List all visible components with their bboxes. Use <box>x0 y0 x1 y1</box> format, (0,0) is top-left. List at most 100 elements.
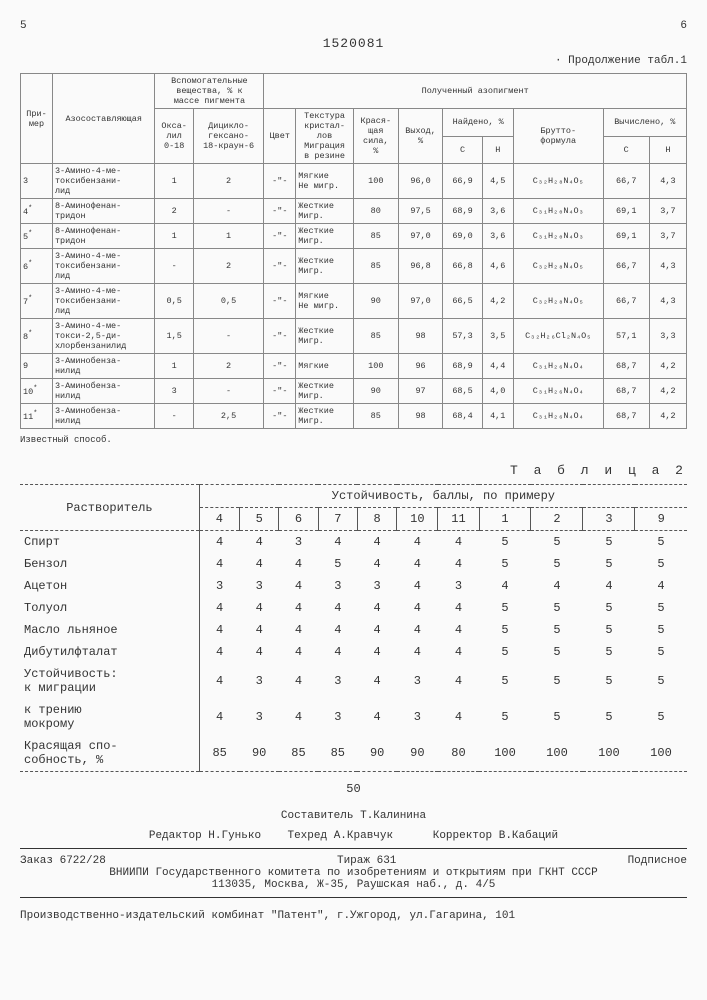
cell: 4 <box>240 597 279 619</box>
cell: 80 <box>438 735 479 772</box>
cell-ks: 100 <box>353 354 398 379</box>
cell-ch: 3,7 <box>649 199 686 224</box>
table-row: 11*3-Аминобенза-нилид-2,5-"-ЖесткиеМигр.… <box>21 404 687 429</box>
table-row: Дибутилфталат44444445555 <box>20 641 687 663</box>
cell: 5 <box>479 699 531 735</box>
cell: 4 <box>438 531 479 554</box>
editor: Редактор Н.Гунько <box>149 830 261 842</box>
cell: 4 <box>199 553 239 575</box>
cell-cc: 66,7 <box>603 284 649 319</box>
cell: 5 <box>583 531 635 554</box>
cell: 4 <box>531 575 583 597</box>
table-row: Бензол44454445555 <box>20 553 687 575</box>
order-line: Заказ 6722/28 Тираж 631 Подписное <box>20 855 687 867</box>
t1-h-crown: Дицикло-гексано-18-краун-6 <box>193 109 263 164</box>
cell-bf: C₃₁H₂₆N₄O₄ <box>513 379 603 404</box>
row-label: Ацетон <box>20 575 199 597</box>
table-row: Красящая спо-собность, %8590858590908010… <box>20 735 687 772</box>
cell-col: -"- <box>264 354 296 379</box>
cell-col: -"- <box>264 379 296 404</box>
row-label: Красящая спо-собность, % <box>20 735 199 772</box>
t1-h-fh: H <box>482 136 513 164</box>
cell: 5 <box>531 699 583 735</box>
cell-cc: 57,1 <box>603 319 649 354</box>
cell-ch: 4,2 <box>649 354 686 379</box>
cell-y: 97,0 <box>398 224 443 249</box>
cell-azo: 3-Амино-4-ме-токсибензани-лид <box>52 284 155 319</box>
cell: 5 <box>635 699 687 735</box>
cell-n: 11* <box>21 404 53 429</box>
cell-azo: 8-Аминофенан-тридон <box>52 199 155 224</box>
cell: 4 <box>583 575 635 597</box>
table-row: 6*3-Амино-4-ме-токсибензани-лид-2-"-Жест… <box>21 249 687 284</box>
cell: 85 <box>199 735 239 772</box>
org-addr: 113035, Москва, Ж-35, Раушская наб., д. … <box>20 879 687 891</box>
cell: 4 <box>357 699 396 735</box>
cell: 3 <box>318 699 357 735</box>
cell-fh: 4,0 <box>482 379 513 404</box>
cell: 90 <box>357 735 396 772</box>
cell-y: 96 <box>398 354 443 379</box>
cell: 4 <box>357 641 396 663</box>
cell-cc: 68,7 <box>603 379 649 404</box>
cell-cc: 68,7 <box>603 354 649 379</box>
cell-azo: 8-Аминофенан-тридон <box>52 224 155 249</box>
cell-fh: 3,5 <box>482 319 513 354</box>
cell: 4 <box>397 597 438 619</box>
cell-b: 2,5 <box>193 404 263 429</box>
t2-col-4: 4 <box>199 508 239 531</box>
cell-ks: 100 <box>353 164 398 199</box>
cell-fh: 3,6 <box>482 224 513 249</box>
cell: 3 <box>318 663 357 699</box>
table-row: 10*3-Аминобенза-нилид3--"-ЖесткиеМигр.90… <box>21 379 687 404</box>
t2-col-10: 10 <box>397 508 438 531</box>
cell-col: -"- <box>264 199 296 224</box>
cell-tex: МягкиеНе мигр. <box>296 164 354 199</box>
row-label: Бензол <box>20 553 199 575</box>
cell: 4 <box>199 619 239 641</box>
cell-fh: 4,6 <box>482 249 513 284</box>
cell-fc: 57,3 <box>443 319 482 354</box>
table-row: к трениюмокрому43434345555 <box>20 699 687 735</box>
cell: 3 <box>240 663 279 699</box>
cell: 5 <box>635 553 687 575</box>
t1-h-primер: При-мер <box>21 74 53 164</box>
cell-ch: 4,2 <box>649 379 686 404</box>
credits-line2: Редактор Н.Гунько Техред А.Кравчук Корре… <box>20 830 687 842</box>
cell-fc: 66,5 <box>443 284 482 319</box>
cell: 5 <box>635 531 687 554</box>
table-row: Толуол44444445555 <box>20 597 687 619</box>
cell-fh: 4,5 <box>482 164 513 199</box>
cell: 85 <box>318 735 357 772</box>
cell-n: 3 <box>21 164 53 199</box>
cell-col: -"- <box>264 224 296 249</box>
continuation-label: · Продолжение табл.1 <box>20 55 687 67</box>
cell: 4 <box>199 663 239 699</box>
cell: 4 <box>318 619 357 641</box>
cell: 4 <box>357 597 396 619</box>
t1-h-oxa: Окса-лил0-18 <box>155 109 193 164</box>
t2-col-3: 3 <box>583 508 635 531</box>
cell-y: 97 <box>398 379 443 404</box>
t1-h-color: Цвет <box>264 109 296 164</box>
cell: 85 <box>279 735 318 772</box>
cell-ch: 4,3 <box>649 249 686 284</box>
cell-fc: 68,4 <box>443 404 482 429</box>
cell: 4 <box>279 699 318 735</box>
t1-h-yield: Выход,% <box>398 109 443 164</box>
cell-ch: 4,3 <box>649 164 686 199</box>
cell: 4 <box>357 619 396 641</box>
cell: 5 <box>479 641 531 663</box>
cell: 4 <box>240 553 279 575</box>
table-row: 33-Амино-4-ме-токсибензани-лид12-"-Мягки… <box>21 164 687 199</box>
table-2-title: Т а б л и ц а 2 <box>20 463 687 478</box>
cell: 4 <box>279 641 318 663</box>
cell-bf: C₃₂H₂₈N₄O₅ <box>513 249 603 284</box>
cell-b: - <box>193 379 263 404</box>
cell: 4 <box>240 531 279 554</box>
cell-col: -"- <box>264 249 296 284</box>
cell-fc: 69,0 <box>443 224 482 249</box>
cell-tex: ЖесткиеМигр. <box>296 404 354 429</box>
table-row: 7*3-Амино-4-ме-токсибензани-лид0,50,5-"-… <box>21 284 687 319</box>
t1-h-pigment: Полученный азопигмент <box>264 74 687 109</box>
